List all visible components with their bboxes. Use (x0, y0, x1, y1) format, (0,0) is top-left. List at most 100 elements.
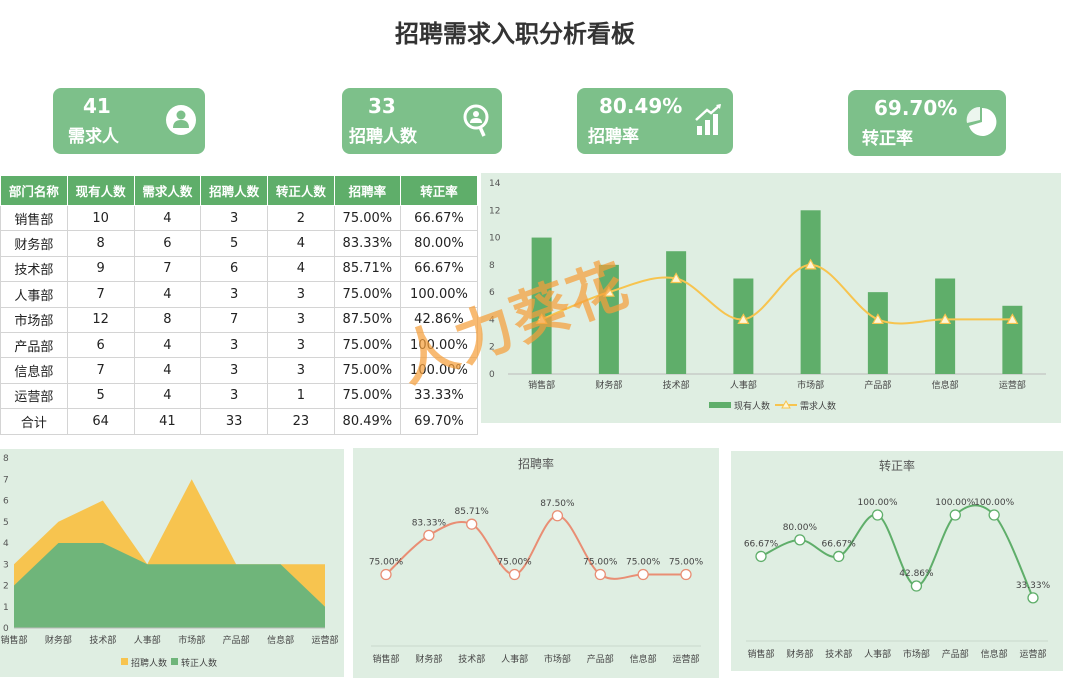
x-tick-label: 人事部 (134, 634, 161, 646)
x-tick-label: 市场部 (178, 634, 205, 646)
bar (666, 251, 687, 374)
point-marker (508, 568, 521, 581)
table-cell: 财务部 (0, 230, 68, 257)
table-cell: 3 (267, 281, 335, 308)
x-tick-label: 市场部 (544, 653, 571, 665)
table-cell: 6 (133, 230, 202, 257)
table-cell: 信息部 (0, 357, 68, 384)
x-tick-label: 信息部 (981, 648, 1008, 660)
y-tick-label: 10 (489, 234, 501, 244)
legend-label: 招聘人数 (131, 657, 167, 669)
table-cell: 69.70% (399, 408, 479, 435)
point-marker (871, 509, 884, 521)
x-tick-label: 运营部 (999, 379, 1026, 391)
kpi-card-hired: 33 招聘人数 (342, 88, 502, 154)
column-header: 招聘人数 (200, 175, 268, 206)
table-cell: 8 (133, 306, 202, 333)
x-tick-label: 财务部 (786, 648, 813, 660)
table-cell: 5 (200, 230, 268, 257)
data-label: 42.86% (899, 569, 934, 579)
hire-rate-chart-panel: 招聘率 75.00% 83.33% 85.71% 75.00% 87.50% 75.00% 7… (353, 448, 719, 678)
legend-label: 需求人数 (800, 400, 836, 412)
point-marker (670, 272, 683, 284)
data-label: 75.00% (626, 558, 661, 568)
point-marker (594, 568, 606, 581)
data-label: 75.00% (497, 558, 532, 568)
kpi-value: 69.70% (874, 96, 958, 120)
table-cell: 3 (200, 382, 268, 410)
data-label: 100.00% (935, 498, 975, 508)
x-tick-label: 销售部 (528, 379, 555, 391)
chart-title: 招聘率 (518, 456, 554, 471)
kpi-label: 转正率 (862, 129, 913, 149)
table-header-row: 部门名称 现有人数 需求人数 招聘人数 转正人数 招聘率 转正率 (0, 175, 479, 206)
y-tick-label: 12 (489, 206, 500, 216)
table-cell: 销售部 (0, 204, 68, 232)
headcount-demand-chart-panel: 0 2 4 6 8 10 12 14 销售部 财务部 技术部 人事部 市场部 产品部 信息部 运营部 现有人数 需… (481, 173, 1061, 423)
regular-rate-chart-panel: 转正率 66.67% 80.00% 66.67% 100.00% 42.86% 100.00… (731, 451, 1063, 671)
table-cell: 3 (200, 204, 268, 232)
kpi-value: 41 (83, 94, 111, 118)
x-tick-label: 运营部 (672, 653, 699, 665)
bar (800, 210, 821, 374)
point-marker (423, 529, 435, 541)
x-tick-label: 产品部 (864, 379, 891, 391)
department-table: 部门名称 现有人数 需求人数 招聘人数 转正人数 招聘率 转正率 销售部 10 4 3… (0, 175, 479, 435)
table-cell: 8 (66, 230, 135, 257)
data-label: 100.00% (858, 498, 898, 508)
y-tick-label: 6 (489, 288, 495, 298)
x-tick-label: 财务部 (595, 379, 622, 391)
column-header: 需求人数 (133, 175, 202, 206)
kpi-card-regular-rate: 69.70% 转正率 (848, 90, 1006, 156)
table-cell: 83.33% (333, 230, 401, 257)
data-label: 85.71% (455, 507, 490, 517)
x-tick-label: 技术部 (825, 648, 852, 660)
point-marker (939, 313, 952, 325)
area-series (14, 543, 325, 628)
data-label: 75.00% (369, 558, 404, 568)
table-cell: 4 (133, 281, 202, 308)
table-row: 合计 64 41 33 23 80.49% 69.70% (0, 408, 479, 435)
x-tick-label: 产品部 (587, 653, 614, 665)
bar (598, 264, 619, 374)
bar (733, 278, 754, 374)
table-cell: 100.00% (399, 281, 479, 308)
table-cell: 80.00% (399, 230, 479, 257)
y-tick-label: 3 (3, 560, 9, 570)
table-row: 产品部 6 4 3 3 75.00% 100.00% (0, 331, 479, 359)
table-cell: 4 (133, 204, 202, 232)
page-title: 招聘需求入职分析看板 (395, 20, 635, 48)
point-marker (466, 518, 478, 530)
data-label: 66.67% (822, 539, 857, 549)
kpi-card-hire-rate: 80.49% 招聘率 (577, 88, 733, 154)
legend-label: 现有人数 (734, 400, 770, 412)
table-cell: 87.50% (333, 306, 401, 333)
column-header: 招聘率 (333, 175, 401, 206)
x-tick-label: 人事部 (501, 653, 528, 665)
table-cell: 41 (133, 408, 202, 435)
table-cell: 6 (200, 255, 268, 283)
table-cell: 12 (66, 306, 135, 333)
y-tick-label: 1 (3, 603, 9, 613)
table-cell: 3 (200, 281, 268, 308)
column-header: 转正率 (399, 175, 479, 206)
point-marker (637, 568, 649, 581)
table-cell: 3 (200, 331, 268, 359)
kpi-label: 招聘率 (588, 127, 639, 147)
x-tick-label: 销售部 (372, 653, 399, 665)
data-label: 66.67% (744, 539, 779, 549)
table-row: 技术部 9 7 6 4 85.71% 66.67% (0, 255, 479, 283)
x-tick-label: 技术部 (89, 634, 116, 646)
point-marker (755, 550, 767, 563)
table-cell: 人事部 (0, 281, 68, 308)
y-tick-label: 8 (3, 454, 9, 464)
point-marker (1006, 313, 1019, 325)
y-tick-label: 4 (489, 315, 495, 325)
x-tick-label: 信息部 (630, 653, 657, 665)
table-cell: 75.00% (333, 357, 401, 384)
legend-swatch (121, 658, 128, 665)
table-row: 信息部 7 4 3 3 75.00% 100.00% (0, 357, 479, 384)
point-marker (535, 313, 548, 325)
table-cell: 4 (133, 357, 202, 384)
x-tick-label: 产品部 (223, 634, 250, 646)
